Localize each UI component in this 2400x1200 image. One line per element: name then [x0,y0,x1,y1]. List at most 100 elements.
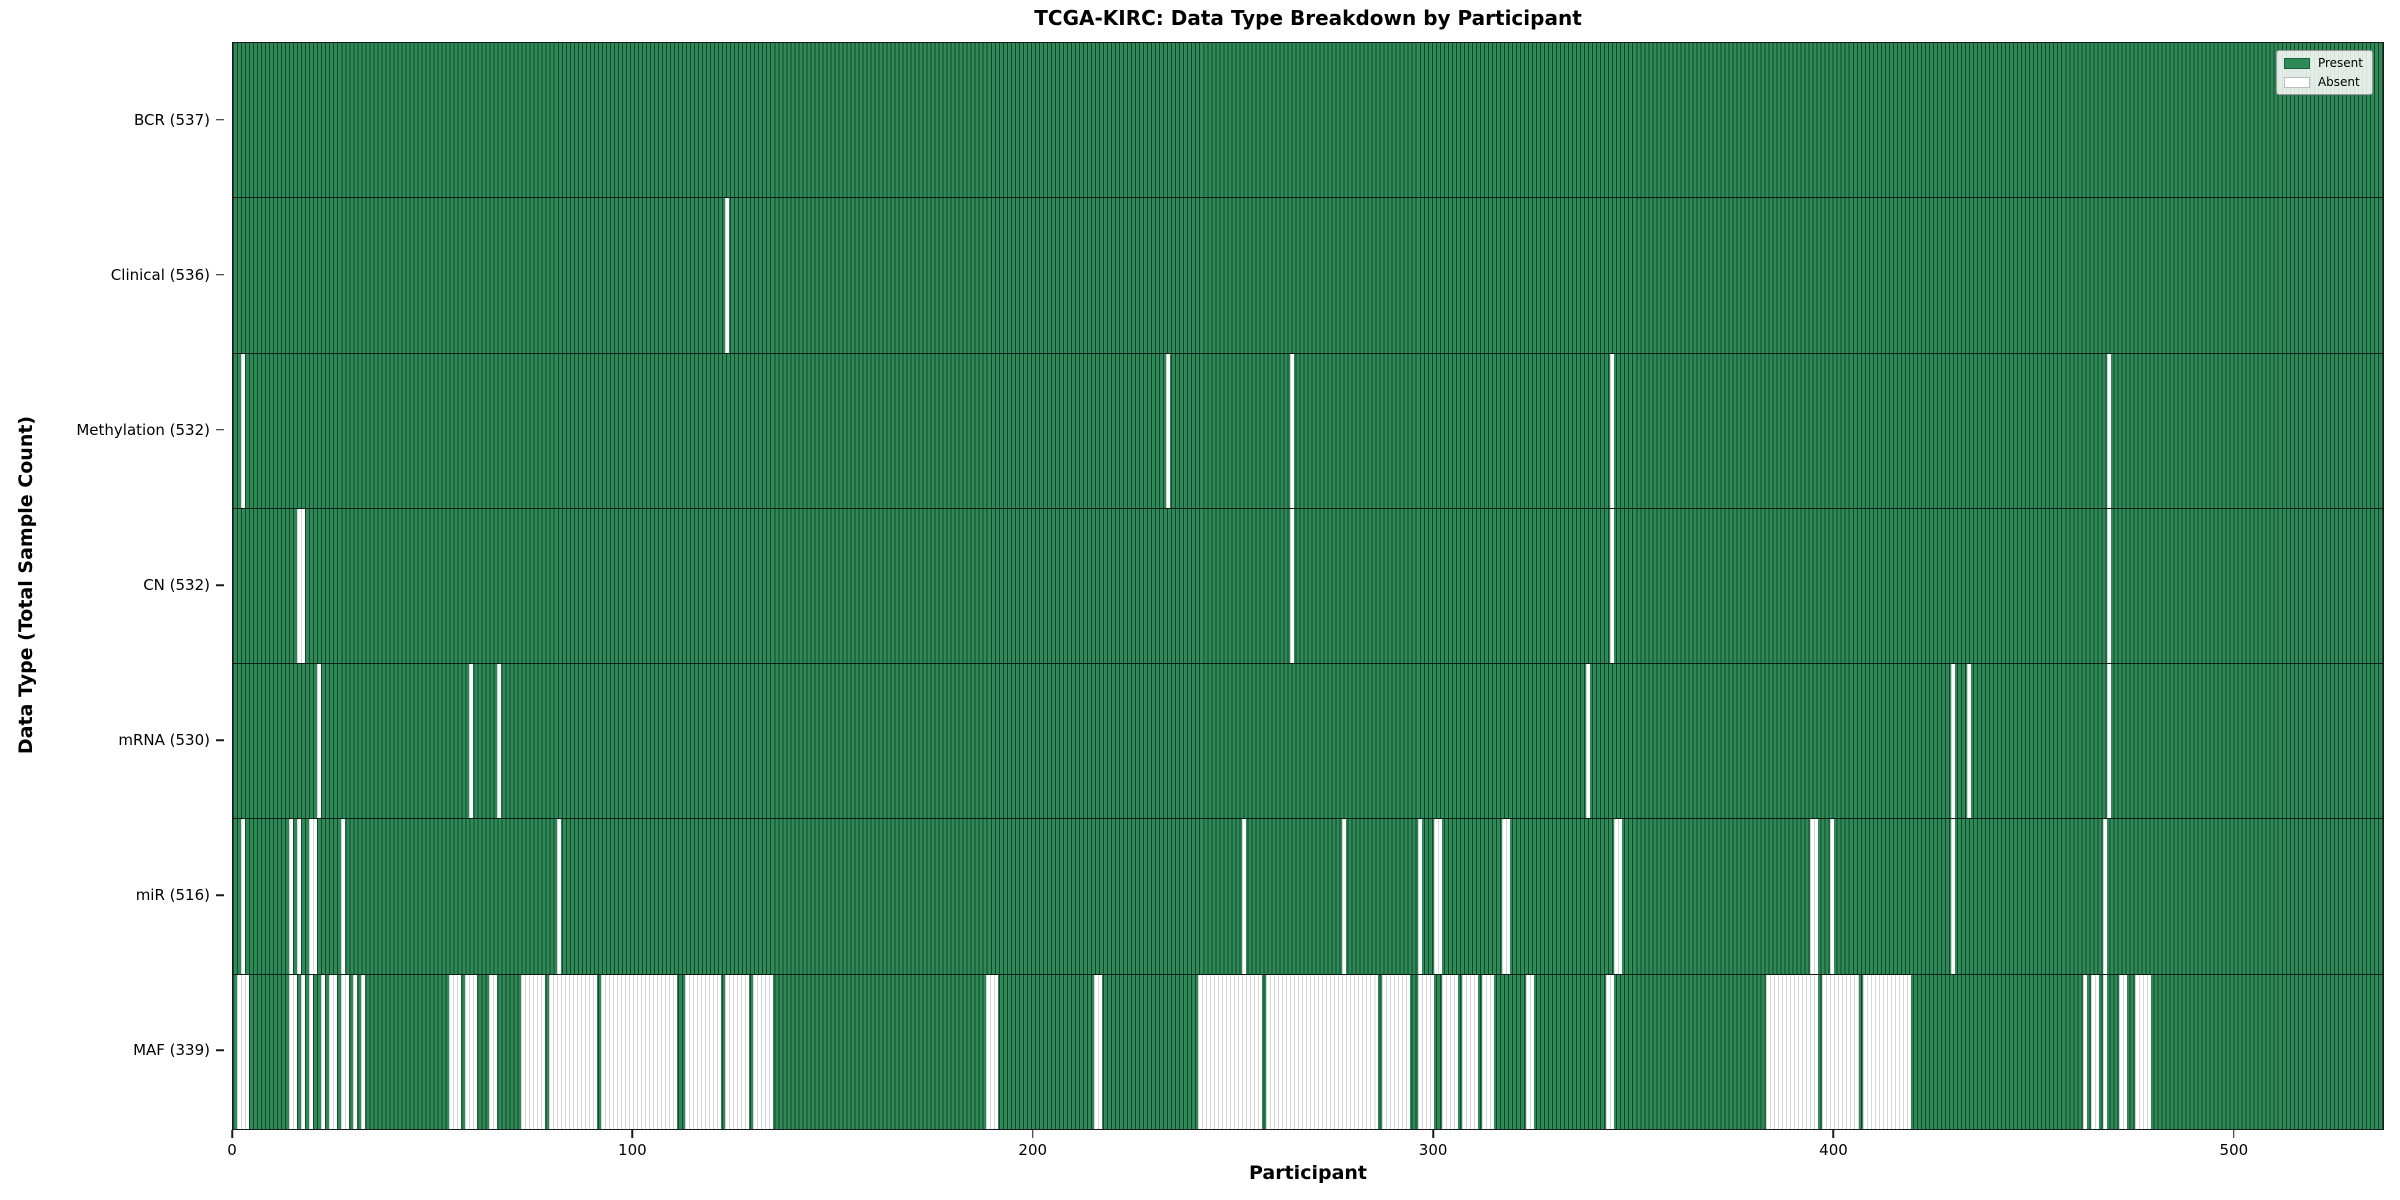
absent-stripe [2102,819,2107,974]
x-tick-label-100: 100 [618,1141,647,1159]
x-tick-mark [231,1130,233,1138]
x-tick-label-200: 200 [1018,1141,1048,1159]
absent-stripe [449,974,462,1129]
legend-absent-label: Absent [2317,75,2360,89]
y-tick-label-cn: CN (532) [143,576,210,594]
x-tick-mark [631,1130,634,1138]
absent-stripe [497,664,502,819]
legend-entry-absent: Absent [2283,75,2363,89]
absent-stripe [1586,664,1591,819]
absent-stripe [341,819,346,974]
y-tick-mark [216,273,224,276]
x-tick-label-300: 300 [1418,1141,1448,1159]
y-tick-label-methylation: Methylation (532) [76,420,210,439]
absent-stripe [301,974,306,1129]
heatmap-row-mir [233,819,2383,975]
absent-stripe [289,819,294,974]
absent-stripe [297,819,302,974]
absent-stripe [753,974,774,1129]
absent-stripe [297,508,306,664]
x-tick-mark [1031,1130,1034,1138]
absent-stripe [309,974,314,1129]
absent-stripe [1342,819,1347,974]
absent-stripe [329,974,338,1129]
absent-stripe [289,974,298,1129]
absent-stripe [1093,974,1102,1129]
absent-stripe [1482,974,1495,1129]
absent-stripe [1197,974,1262,1129]
y-tick-label-mir: miR (516) [135,886,210,905]
absent-stripe [2106,353,2111,508]
heatmap-row-bcr [233,43,2383,199]
absent-stripe [2106,664,2111,819]
heatmap-rows [233,43,2383,1129]
x-tick-label-400: 400 [1819,1141,1848,1159]
absent-stripe [1614,819,1623,974]
absent-stripe [1610,508,1615,664]
absent-stripe [1265,974,1379,1129]
absent-stripe [353,974,358,1129]
absent-stripe [321,974,326,1129]
legend: Present Absent [2275,50,2373,95]
heatmap-row-mrna [233,664,2383,820]
absent-stripe [2090,974,2099,1129]
absent-stripe [1418,974,1435,1129]
y-tick-mark [216,118,224,121]
x-tick-mark [2233,1130,2235,1138]
absent-stripe [1241,819,1246,974]
absent-stripe [1418,819,1423,974]
x-tick-mark [1432,1130,1434,1138]
absent-stripe [1165,353,1170,508]
chart-title: TCGA-KIRC: Data Type Breakdown by Partic… [1034,6,1582,30]
legend-entry-present: Present [2283,56,2363,70]
absent-stripe [985,974,998,1129]
present-swatch-icon [2283,57,2310,69]
absent-stripe [241,353,245,508]
absent-stripe [1610,353,1615,508]
absent-stripe [317,664,322,819]
absent-stripe [725,198,730,353]
absent-stripe [469,664,474,819]
absent-stripe [309,819,318,974]
absent-stripe [2134,974,2151,1129]
absent-stripe [1830,819,1835,974]
y-tick-label-bcr: BCR (537) [133,110,210,129]
absent-stripe [241,819,245,974]
heatmap-row-methylation [233,353,2383,509]
absent-stripe [1966,664,1971,819]
absent-stripe [1462,974,1479,1129]
absent-stripe [1434,819,1443,974]
absent-stripe [1766,974,1819,1129]
absent-swatch-icon [2283,76,2310,88]
y-tick-label-maf: MAF (339) [133,1041,210,1060]
absent-stripe [1862,974,1911,1129]
x-tick-label-500: 500 [2219,1141,2249,1159]
heatmap-row-cn [233,508,2383,665]
absent-stripe [1950,664,1955,819]
x-tick-mark [1832,1130,1835,1138]
heatmap-row-clinical [233,198,2383,354]
y-tick-mark [216,584,224,586]
x-axis-ticks: 0 100 200 300 400 500 [227,1129,2382,1169]
y-tick-mark [216,1049,224,1052]
y-tick-label-clinical: Clinical (536) [110,265,210,284]
absent-stripe [685,974,722,1129]
absent-stripe [1606,974,1615,1129]
absent-stripe [2082,974,2087,1129]
absent-stripe [2106,508,2111,664]
y-axis-labels: BCR (537) Clinical (536) Methylation (532)… [0,42,224,1128]
y-tick-mark [216,429,224,431]
absent-stripe [489,974,498,1129]
plot-area: Present Absent [232,42,2384,1130]
absent-stripe [601,974,678,1129]
absent-stripe [1289,508,1294,664]
absent-stripe [549,974,598,1129]
absent-stripe [1950,819,1955,974]
absent-stripe [1442,974,1459,1129]
x-tick-label-0: 0 [227,1141,237,1159]
absent-stripe [1810,819,1819,974]
absent-stripe [2102,974,2107,1129]
legend-present-label: Present [2317,56,2363,70]
y-tick-label-mrna: mRNA (530) [118,731,210,750]
absent-stripe [1502,819,1511,974]
